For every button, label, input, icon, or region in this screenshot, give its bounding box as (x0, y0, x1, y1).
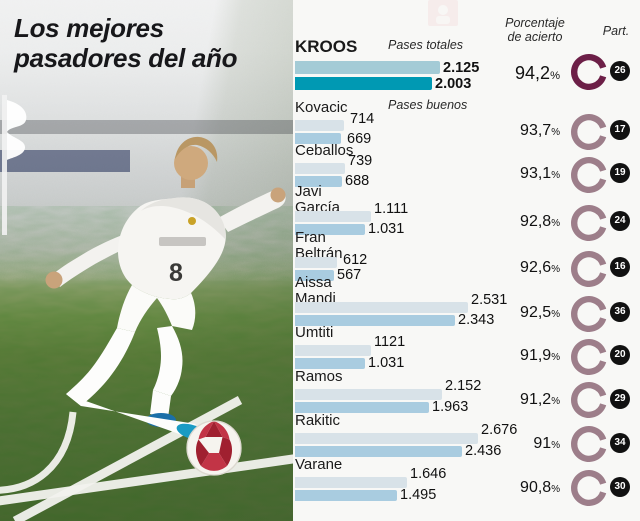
svg-text:8: 8 (169, 259, 183, 287)
